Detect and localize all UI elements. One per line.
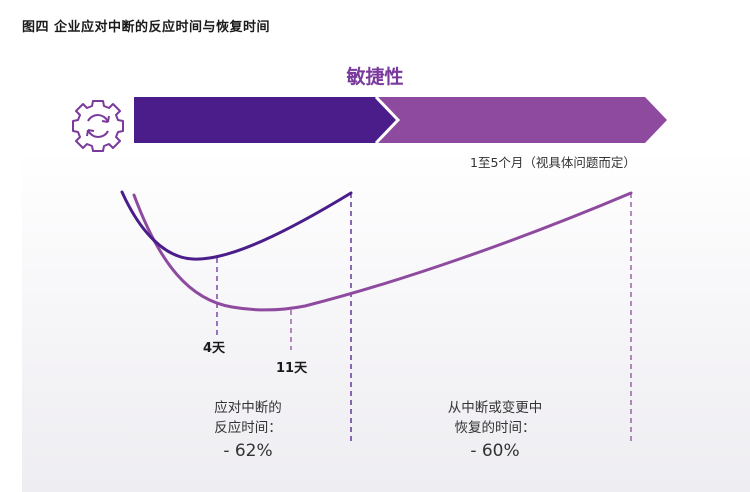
banner-dark-segment xyxy=(134,97,398,143)
reaction-min-label: 4天 xyxy=(203,341,226,356)
banner-light-segment xyxy=(376,97,667,143)
reaction-metric: 应对中断的 反应时间： - 62% xyxy=(188,398,308,464)
recovery-metric-value: - 60% xyxy=(470,441,520,461)
reaction-metric-line2: 反应时间： xyxy=(214,420,282,436)
banner-divider xyxy=(374,95,401,145)
gear-refresh-icon xyxy=(72,100,124,152)
reaction-metric-value: - 62% xyxy=(223,441,273,461)
range-note: 1至5个月（视具体问题而定） xyxy=(470,155,636,170)
recovery-metric-line1: 从中断或变更中 xyxy=(447,400,543,416)
recovery-metric: 从中断或变更中 恢复的时间： - 60% xyxy=(420,398,570,464)
recovery-min-label: 11天 xyxy=(276,361,308,376)
reaction-curve xyxy=(120,190,353,261)
agility-label: 敏捷性 xyxy=(346,66,404,88)
background-panel xyxy=(22,150,750,492)
figure-title: 图四 企业应对中断的反应时间与恢复时间 xyxy=(22,20,271,35)
reaction-metric-line1: 应对中断的 xyxy=(214,400,282,416)
recovery-curve xyxy=(132,191,633,312)
recovery-metric-line2: 恢复的时间： xyxy=(454,420,536,436)
